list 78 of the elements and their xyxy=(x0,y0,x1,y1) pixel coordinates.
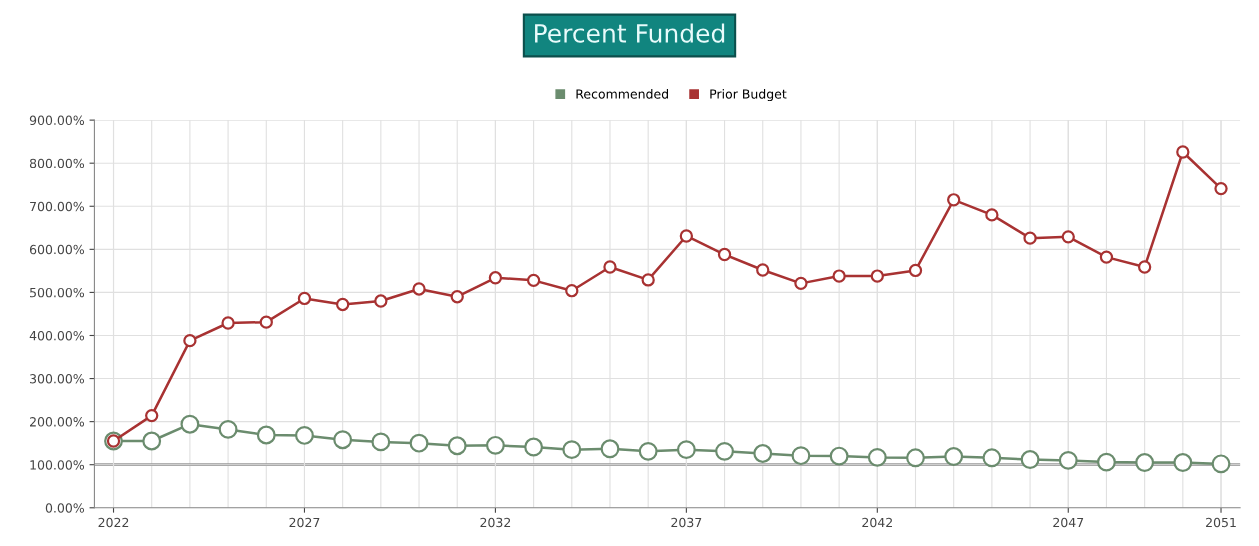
x-tick-label: 2047 xyxy=(1053,517,1084,528)
x-tick-label: 2037 xyxy=(671,517,702,528)
y-tick-label: 800.00% xyxy=(29,158,85,169)
y-tick-label: 0.00% xyxy=(45,503,85,513)
point xyxy=(870,269,884,283)
point xyxy=(221,316,235,330)
point xyxy=(1173,453,1193,472)
point xyxy=(145,408,159,423)
y-tick-label: 300.00% xyxy=(30,374,85,384)
point xyxy=(295,425,314,445)
point xyxy=(947,193,961,207)
point xyxy=(600,439,620,459)
point xyxy=(1099,250,1114,264)
point xyxy=(756,263,770,277)
point xyxy=(1211,454,1231,474)
y-tick-label: 700.00% xyxy=(30,201,85,212)
point xyxy=(1097,452,1116,472)
y-tick-label: 100.00% xyxy=(30,460,85,470)
point xyxy=(256,425,276,445)
point xyxy=(791,446,811,466)
point xyxy=(638,441,658,461)
point xyxy=(1135,453,1155,472)
point xyxy=(335,297,350,312)
point xyxy=(867,447,887,467)
point xyxy=(829,446,849,466)
point xyxy=(753,444,773,463)
legend-label: Prior Budget xyxy=(710,89,787,102)
point xyxy=(333,430,353,450)
point xyxy=(526,273,541,288)
point xyxy=(488,271,503,285)
y-tick-label: 600.00% xyxy=(29,244,85,255)
y-tick-label: 400.00% xyxy=(29,330,85,341)
point xyxy=(944,447,964,466)
point xyxy=(1137,260,1152,274)
point xyxy=(1061,230,1075,244)
point xyxy=(412,282,426,296)
point xyxy=(259,315,273,329)
point xyxy=(142,431,162,451)
point xyxy=(297,291,312,306)
point xyxy=(641,273,655,287)
point xyxy=(982,448,1002,468)
x-tick-label: 2022 xyxy=(98,517,129,528)
point xyxy=(676,440,696,460)
point xyxy=(409,433,429,453)
point xyxy=(1214,181,1228,196)
point xyxy=(1058,450,1078,470)
point xyxy=(832,269,846,283)
y-tick-label: 500.00% xyxy=(30,287,85,298)
point xyxy=(562,440,582,460)
point xyxy=(447,436,467,456)
x-tick-label: 2027 xyxy=(289,517,320,528)
x-tick-label: 2042 xyxy=(862,517,892,528)
point xyxy=(908,263,923,278)
point xyxy=(1023,231,1037,245)
point xyxy=(183,333,197,348)
point xyxy=(180,414,200,434)
point xyxy=(524,437,544,457)
point xyxy=(565,284,579,298)
point xyxy=(717,247,732,262)
point xyxy=(1176,145,1190,159)
point xyxy=(218,419,238,439)
point xyxy=(374,294,388,308)
legend-label: Recommended xyxy=(576,89,668,99)
y-tick-label: 200.00% xyxy=(30,417,85,427)
point xyxy=(450,290,464,304)
y-tick-label: 900.00% xyxy=(29,115,85,126)
chart-title: Percent Funded xyxy=(535,23,725,43)
point xyxy=(906,448,925,468)
point xyxy=(1020,450,1040,469)
point xyxy=(985,208,999,222)
point xyxy=(794,276,808,291)
x-tick-label: 2032 xyxy=(480,517,511,528)
point xyxy=(485,435,505,455)
x-tick-label: 2051 xyxy=(1206,517,1236,528)
point xyxy=(603,260,617,274)
point xyxy=(679,229,694,243)
point xyxy=(371,432,391,452)
point xyxy=(715,441,734,461)
